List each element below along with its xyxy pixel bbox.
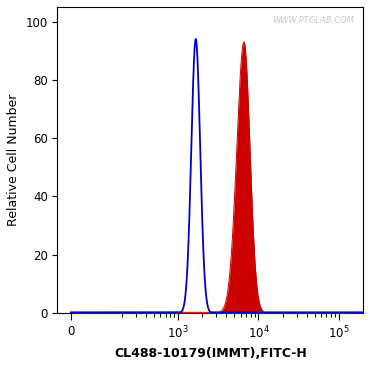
Y-axis label: Relative Cell Number: Relative Cell Number <box>7 94 20 226</box>
X-axis label: CL488-10179(IMMT),FITC-H: CL488-10179(IMMT),FITC-H <box>114 347 307 360</box>
Text: WWW.PTGLAB.COM: WWW.PTGLAB.COM <box>272 16 354 25</box>
